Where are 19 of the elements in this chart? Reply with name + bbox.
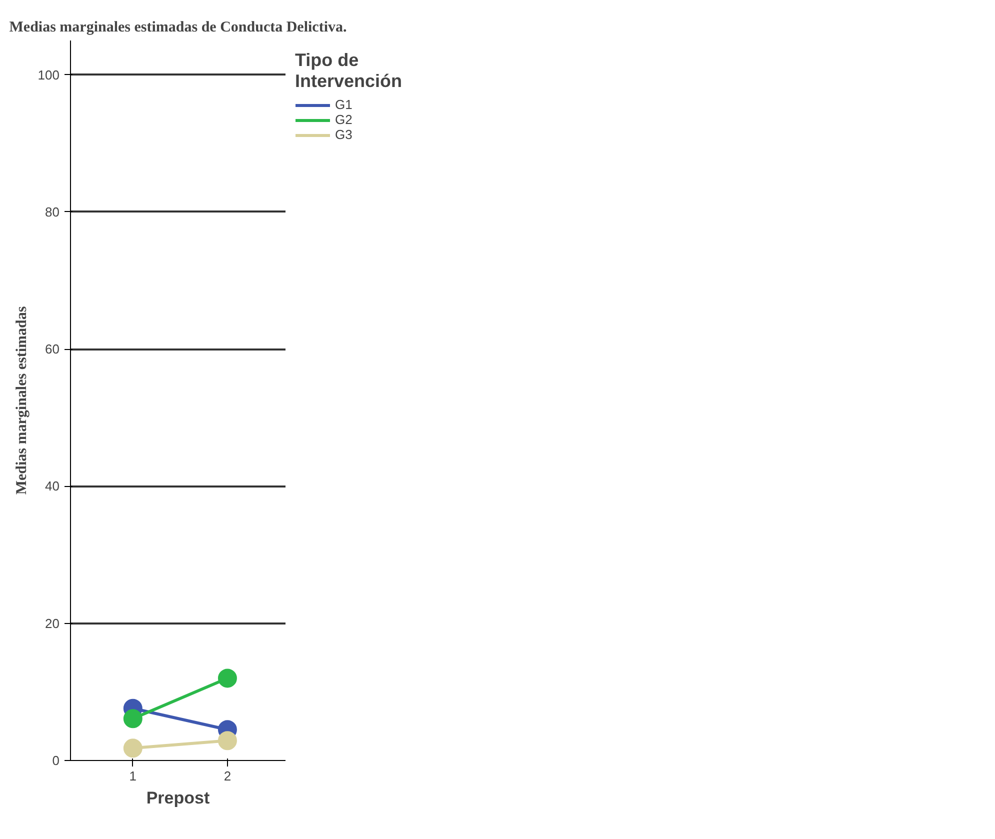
point: [123, 709, 142, 728]
point: [123, 738, 142, 758]
y-tick-label: 40: [45, 478, 60, 494]
legend-label: G2: [335, 112, 354, 127]
y-tick-label: 100: [38, 67, 60, 82]
x-tick-label: 1: [129, 768, 137, 784]
y-tick-label: 0: [52, 753, 60, 768]
y-tick-label: 80: [45, 204, 60, 220]
legend-label: G3: [335, 127, 354, 142]
legend-label: G1: [335, 97, 354, 112]
x-tick-label: 2: [224, 768, 232, 784]
y-tick-label: 60: [45, 342, 60, 357]
point: [218, 668, 237, 688]
legend-title: Tipo de Intervención: [295, 50, 402, 92]
y-axis-title: Medias marginales estimadas: [14, 306, 30, 495]
x-axis-title: Prepost: [146, 788, 210, 808]
point: [218, 731, 237, 750]
y-tick-label: 20: [45, 616, 60, 631]
chart-title: Medias marginales estimadas de Conducta Delictiva.: [9, 20, 347, 36]
